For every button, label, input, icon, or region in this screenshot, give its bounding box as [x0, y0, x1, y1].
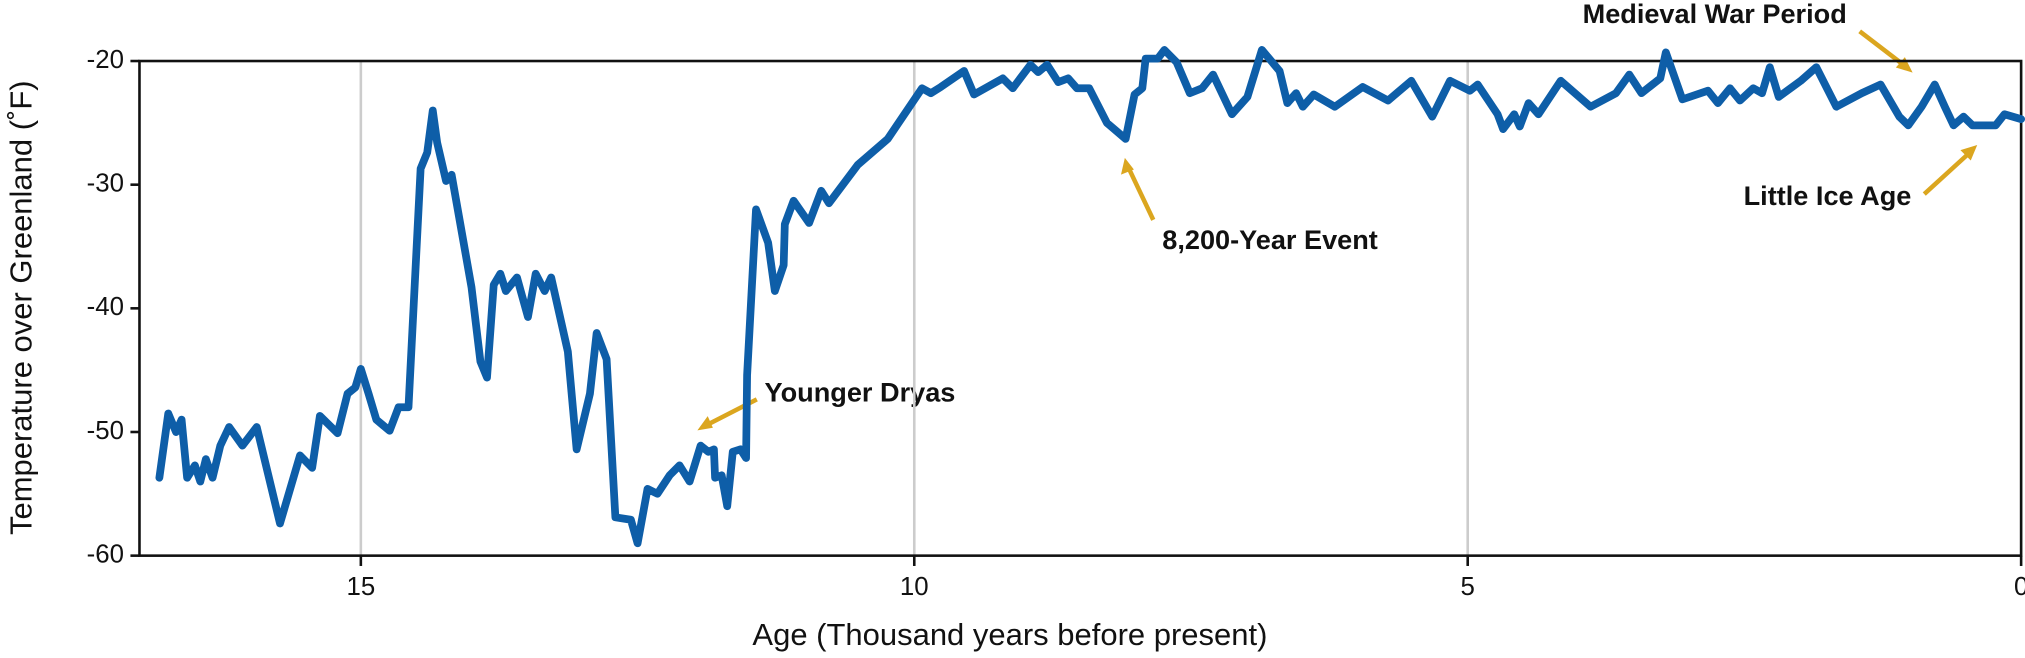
y-axis-label: Temperature over Greenland (˚F) [3, 80, 38, 535]
y-tick-label: -50 [87, 417, 124, 445]
x-tick-label: 5 [1461, 573, 1475, 601]
y-tick-label: -60 [87, 540, 124, 568]
temperature-line [155, 46, 2025, 548]
x-axis-label: Age (Thousand years before present) [752, 617, 1267, 652]
y-tick-label: -20 [87, 46, 124, 74]
y-tick-label: -40 [87, 293, 124, 321]
x-tick-label: 0 [2014, 573, 2025, 601]
plot-frame [138, 59, 2023, 557]
annotation: Little Ice Age [1744, 180, 1912, 211]
arrowhead [697, 416, 713, 431]
annotation-arrow [1922, 152, 1970, 196]
annotation: 8,200-Year Event [1162, 224, 1378, 255]
annotation: Younger Dryas [765, 376, 956, 407]
annotation-arrow [1858, 29, 1905, 67]
annotation: Medieval War Period [1583, 0, 1847, 29]
x-tick-label: 15 [346, 573, 375, 601]
y-tick-label: -30 [87, 170, 124, 198]
arrowhead [1895, 57, 1913, 73]
annotation-arrow [1126, 167, 1156, 221]
arrowhead [1120, 157, 1134, 175]
x-tick-label: 10 [900, 573, 929, 601]
